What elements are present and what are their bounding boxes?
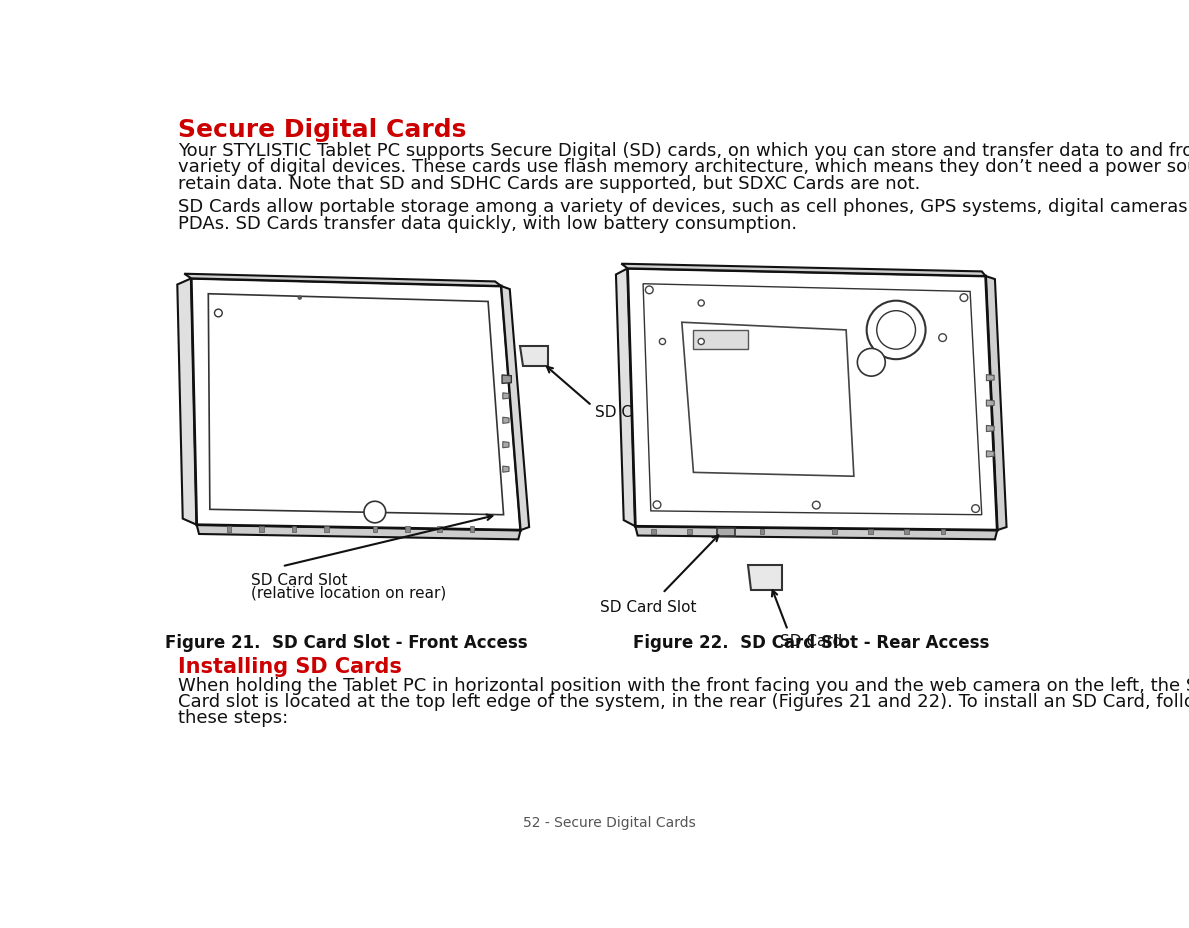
Polygon shape xyxy=(503,442,509,448)
Bar xyxy=(652,530,656,535)
Text: SD Card: SD Card xyxy=(594,405,658,419)
Text: Figure 21.  SD Card Slot - Front Access: Figure 21. SD Card Slot - Front Access xyxy=(165,633,528,651)
Polygon shape xyxy=(616,269,635,527)
Circle shape xyxy=(939,334,946,342)
Bar xyxy=(227,527,232,533)
Polygon shape xyxy=(987,426,994,432)
Bar xyxy=(323,527,328,533)
Polygon shape xyxy=(693,330,748,350)
Circle shape xyxy=(960,294,968,303)
Text: (relative location on rear): (relative location on rear) xyxy=(251,586,446,600)
Circle shape xyxy=(812,502,820,509)
Circle shape xyxy=(660,339,666,345)
Circle shape xyxy=(653,501,661,509)
Polygon shape xyxy=(681,323,854,477)
Bar xyxy=(760,530,765,535)
Polygon shape xyxy=(643,284,982,515)
Polygon shape xyxy=(196,525,521,540)
Polygon shape xyxy=(986,277,1007,531)
Polygon shape xyxy=(748,565,781,590)
Circle shape xyxy=(698,339,704,345)
Circle shape xyxy=(214,310,222,317)
Circle shape xyxy=(698,301,704,307)
Polygon shape xyxy=(717,528,735,536)
Polygon shape xyxy=(622,264,986,277)
Polygon shape xyxy=(191,279,521,531)
Text: SD Card: SD Card xyxy=(780,634,842,649)
Circle shape xyxy=(857,349,886,377)
Bar xyxy=(940,530,945,535)
Text: PDAs. SD Cards transfer data quickly, with low battery consumption.: PDAs. SD Cards transfer data quickly, wi… xyxy=(178,214,797,232)
Polygon shape xyxy=(628,269,998,531)
Text: Installing SD Cards: Installing SD Cards xyxy=(178,656,402,676)
Circle shape xyxy=(364,502,385,523)
Text: variety of digital devices. These cards use flash memory architecture, which mea: variety of digital devices. These cards … xyxy=(178,159,1189,176)
Circle shape xyxy=(867,302,925,360)
Text: SD Cards allow portable storage among a variety of devices, such as cell phones,: SD Cards allow portable storage among a … xyxy=(178,199,1189,216)
Polygon shape xyxy=(208,294,504,515)
Bar xyxy=(868,530,873,535)
Bar xyxy=(905,530,910,535)
Circle shape xyxy=(646,287,653,294)
Polygon shape xyxy=(502,287,529,531)
Polygon shape xyxy=(184,275,502,287)
Polygon shape xyxy=(503,393,509,400)
Text: retain data. Note that SD and SDHC Cards are supported, but SDXC Cards are not.: retain data. Note that SD and SDHC Cards… xyxy=(178,174,920,192)
Bar xyxy=(470,527,474,533)
Polygon shape xyxy=(503,418,509,424)
Bar xyxy=(291,527,296,533)
Bar xyxy=(372,527,377,533)
Polygon shape xyxy=(177,279,196,525)
Polygon shape xyxy=(987,375,994,381)
Bar xyxy=(832,530,837,535)
Text: 52 - Secure Digital Cards: 52 - Secure Digital Cards xyxy=(523,815,696,829)
Circle shape xyxy=(971,505,980,513)
Bar xyxy=(723,530,728,535)
Bar xyxy=(405,527,409,533)
Circle shape xyxy=(298,297,301,300)
Text: SD Card Slot: SD Card Slot xyxy=(600,599,697,614)
Text: Your STYLISTIC Tablet PC supports Secure Digital (SD) cards, on which you can st: Your STYLISTIC Tablet PC supports Secure… xyxy=(178,142,1189,161)
Bar xyxy=(259,527,264,533)
Text: When holding the Tablet PC in horizontal position with the front facing you and : When holding the Tablet PC in horizontal… xyxy=(178,676,1189,694)
Polygon shape xyxy=(635,527,998,540)
Polygon shape xyxy=(502,376,511,384)
Polygon shape xyxy=(520,347,548,367)
Text: Secure Digital Cards: Secure Digital Cards xyxy=(178,118,466,141)
Bar xyxy=(438,527,442,533)
Text: Card slot is located at the top left edge of the system, in the rear (Figures 21: Card slot is located at the top left edg… xyxy=(178,692,1189,710)
Text: these steps:: these steps: xyxy=(178,708,288,727)
Polygon shape xyxy=(987,451,994,458)
Polygon shape xyxy=(987,401,994,406)
Bar xyxy=(687,530,692,535)
Text: SD Card Slot: SD Card Slot xyxy=(251,573,347,587)
Polygon shape xyxy=(503,467,509,472)
Circle shape xyxy=(876,312,916,350)
Text: Figure 22.  SD Card Slot - Rear Access: Figure 22. SD Card Slot - Rear Access xyxy=(633,633,989,651)
